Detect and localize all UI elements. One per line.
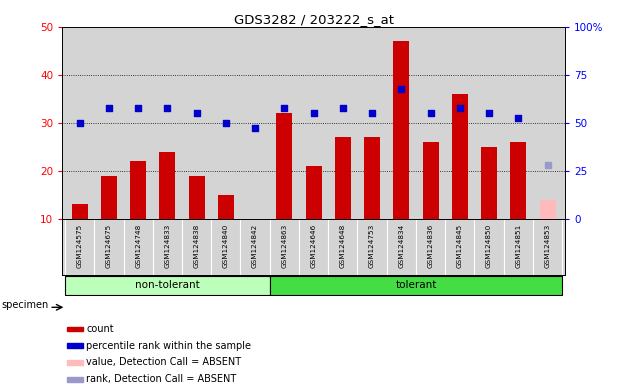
- Bar: [71, 204, 88, 219]
- Bar: [67, 326, 83, 331]
- Text: GSM124845: GSM124845: [457, 223, 463, 268]
- Point: [192, 110, 202, 116]
- Text: GDS3282 / 203222_s_at: GDS3282 / 203222_s_at: [233, 13, 394, 26]
- Text: GSM124748: GSM124748: [135, 223, 141, 268]
- Text: GSM124575: GSM124575: [76, 223, 83, 268]
- Bar: [101, 176, 117, 219]
- Bar: [276, 113, 292, 219]
- Point: [75, 120, 84, 126]
- Bar: [510, 142, 527, 219]
- Text: GSM124646: GSM124646: [310, 223, 317, 268]
- Bar: [130, 161, 146, 219]
- Bar: [160, 152, 175, 219]
- Text: GSM124834: GSM124834: [398, 223, 404, 268]
- Bar: [270, 276, 562, 295]
- Bar: [67, 343, 83, 348]
- Text: value, Detection Call = ABSENT: value, Detection Call = ABSENT: [86, 358, 242, 367]
- Point: [484, 110, 494, 116]
- Point: [455, 105, 465, 111]
- Point: [279, 105, 289, 111]
- Point: [250, 124, 260, 131]
- Text: GSM124833: GSM124833: [165, 223, 170, 268]
- Point: [396, 86, 406, 92]
- Bar: [65, 276, 270, 295]
- Point: [104, 105, 114, 111]
- Point: [163, 105, 173, 111]
- Point: [367, 110, 377, 116]
- Text: GSM124851: GSM124851: [515, 223, 521, 268]
- Text: GSM124838: GSM124838: [194, 223, 199, 268]
- Bar: [67, 377, 83, 382]
- Point: [543, 162, 553, 168]
- Text: GSM124842: GSM124842: [252, 223, 258, 268]
- Text: GSM124836: GSM124836: [428, 223, 433, 268]
- Text: non-tolerant: non-tolerant: [135, 280, 200, 290]
- Text: specimen: specimen: [1, 300, 48, 310]
- Text: GSM124850: GSM124850: [486, 223, 492, 268]
- Text: GSM124840: GSM124840: [223, 223, 229, 268]
- Text: count: count: [86, 324, 114, 334]
- Bar: [540, 200, 556, 219]
- Bar: [422, 142, 438, 219]
- Point: [309, 110, 319, 116]
- Bar: [364, 137, 380, 219]
- Point: [133, 105, 143, 111]
- Point: [425, 110, 435, 116]
- Text: tolerant: tolerant: [396, 280, 437, 290]
- Text: GSM124853: GSM124853: [545, 223, 551, 268]
- Text: GSM124648: GSM124648: [340, 223, 346, 268]
- Bar: [481, 147, 497, 219]
- Bar: [218, 195, 234, 219]
- Bar: [306, 166, 322, 219]
- Text: percentile rank within the sample: percentile rank within the sample: [86, 341, 252, 351]
- Point: [338, 105, 348, 111]
- Bar: [67, 360, 83, 365]
- Text: rank, Detection Call = ABSENT: rank, Detection Call = ABSENT: [86, 374, 237, 384]
- Bar: [452, 94, 468, 219]
- Text: GSM124863: GSM124863: [281, 223, 288, 268]
- Text: GSM124753: GSM124753: [369, 223, 375, 268]
- Text: GSM124675: GSM124675: [106, 223, 112, 268]
- Point: [221, 120, 231, 126]
- Bar: [335, 137, 351, 219]
- Bar: [393, 41, 409, 219]
- Bar: [189, 176, 205, 219]
- Point: [514, 115, 524, 121]
